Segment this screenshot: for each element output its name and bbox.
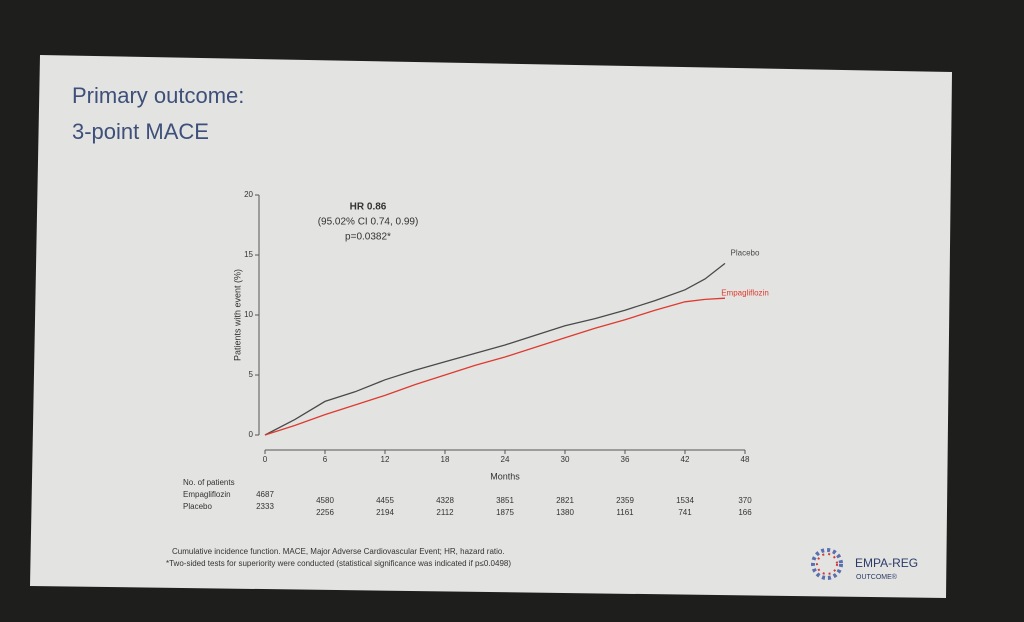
series-label: Empagliflozin: [721, 288, 769, 297]
y-tick-label: 15: [244, 250, 253, 259]
logo-ring: [816, 553, 838, 575]
x-tick-label: 30: [561, 455, 570, 464]
x-axis-label: Months: [490, 471, 520, 481]
x-tick-label: 0: [263, 455, 268, 464]
at-risk-value: 2359: [616, 496, 634, 505]
at-risk-value: 166: [738, 508, 752, 517]
at-risk-value: 4328: [436, 496, 454, 505]
footnote: *Two-sided tests for superiority were co…: [166, 559, 511, 568]
footnote: Cumulative incidence function. MACE, Maj…: [172, 547, 505, 556]
x-tick-label: 48: [741, 455, 750, 464]
x-tick-label: 6: [323, 455, 328, 464]
x-tick-label: 36: [621, 455, 630, 464]
at-risk-value: 1380: [556, 508, 574, 517]
at-risk-value: 1161: [616, 508, 634, 517]
annotation: p=0.0382*: [345, 232, 391, 243]
logo-text: EMPA-REG: [855, 556, 918, 570]
series-line: [264, 297, 726, 436]
series-label: Placebo: [731, 249, 760, 258]
y-tick-label: 10: [244, 310, 253, 319]
x-tick-label: 24: [501, 455, 510, 464]
x-tick-label: 18: [441, 455, 450, 464]
y-tick-label: 0: [249, 430, 254, 439]
at-risk-value: 2112: [436, 508, 454, 517]
at-risk-value: 2333: [256, 502, 274, 511]
annotation: HR 0.86: [350, 202, 387, 213]
logo-text: OUTCOME®: [856, 573, 898, 581]
at-risk-value: 370: [738, 496, 752, 505]
annotation: (95.02% CI 0.74, 0.99): [318, 217, 419, 228]
y-tick-label: 5: [249, 370, 254, 379]
at-risk-value: 1875: [496, 508, 514, 517]
at-risk-value: 2194: [376, 508, 394, 517]
x-tick-label: 42: [681, 455, 690, 464]
logo-ring: [811, 548, 843, 580]
x-tick-label: 12: [381, 455, 390, 464]
title: 3-point MACE: [72, 119, 209, 144]
at-risk-value: 4455: [376, 496, 394, 505]
at-risk-value: 3851: [496, 496, 514, 505]
at-risk-value: 2256: [316, 508, 334, 517]
at-risk-value: 2821: [556, 496, 574, 505]
series-line: [264, 262, 726, 436]
logo-mark: [811, 548, 843, 580]
title: Primary outcome:: [72, 83, 244, 108]
slide: [30, 55, 952, 598]
at-risk-title: No. of patients: [183, 478, 235, 487]
at-risk-value: 741: [678, 508, 692, 517]
y-axis-label: Patients with event (%): [232, 269, 242, 361]
at-risk-value: 4580: [316, 496, 334, 505]
at-risk-value: 4687: [256, 490, 274, 499]
at-risk-row-name: Placebo: [183, 502, 212, 511]
at-risk-row-name: Empagliflozin: [183, 490, 231, 499]
at-risk-value: 1534: [676, 496, 694, 505]
y-tick-label: 20: [244, 190, 253, 199]
